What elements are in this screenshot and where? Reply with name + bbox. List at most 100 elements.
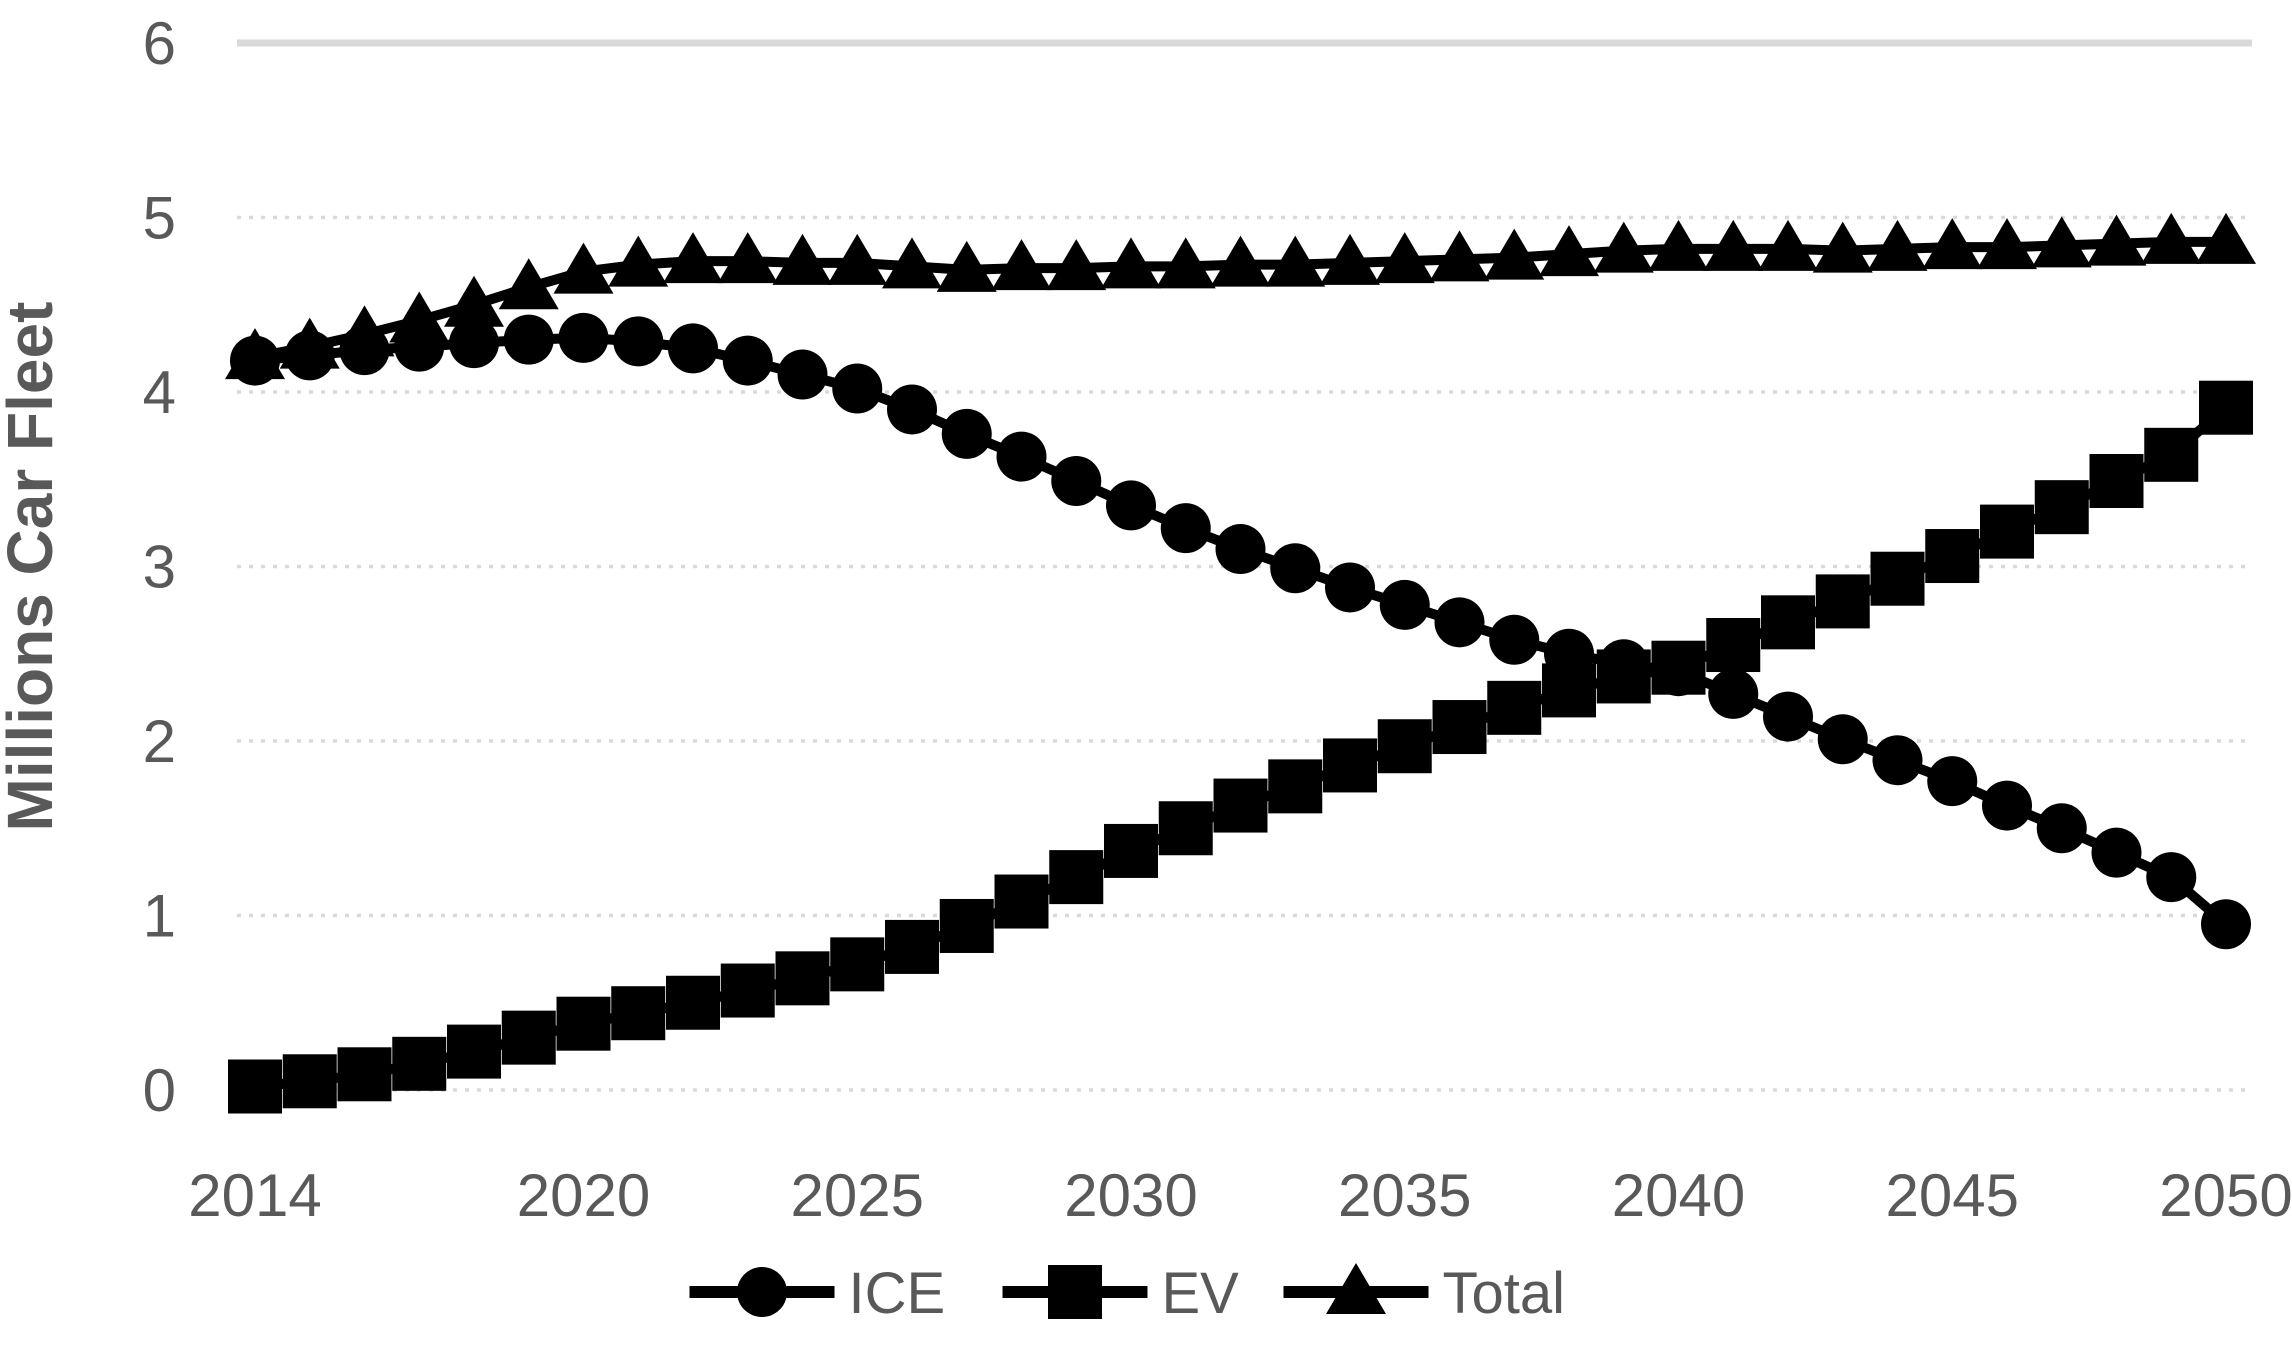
series-total (225, 212, 2256, 380)
total-triangle-marker-icon (772, 233, 833, 285)
total-triangle-marker-icon (1265, 235, 1326, 287)
y-axis-title: Millions Car Fleet (0, 302, 66, 832)
total-triangle-marker-icon (991, 239, 1052, 291)
ice-circle-marker-icon (996, 431, 1047, 482)
ev-square-marker-icon (228, 1059, 282, 1114)
total-triangle-marker-icon (882, 237, 942, 289)
total-triangle-marker-icon (225, 328, 285, 380)
ev-square-marker-icon (611, 986, 666, 1041)
total-triangle-marker-icon (553, 242, 614, 294)
legend-label: EV (1162, 1261, 1240, 1326)
ev-square-marker-icon (666, 975, 720, 1030)
ev-square-marker-icon (1815, 574, 1870, 629)
ice-circle-marker-icon (2146, 852, 2197, 903)
total-triangle-marker-icon (1812, 221, 1873, 273)
y-tick-label: 5 (143, 185, 176, 252)
ev-square-marker-icon (1432, 700, 1487, 755)
y-tick-label: 0 (143, 1057, 176, 1124)
y-axis-tick-labels: 0 1 2 3 4 5 6 (143, 10, 176, 1124)
ice-circle-marker-icon (2036, 803, 2087, 854)
legend-triangle-marker-icon (1326, 1263, 1386, 1314)
legend-square-marker-icon (1048, 1265, 1102, 1319)
ev-square-marker-icon (392, 1036, 447, 1091)
y-tick-label: 2 (143, 708, 176, 775)
ice-circle-marker-icon (1160, 503, 1211, 554)
legend-circle-marker-icon (737, 1267, 787, 1317)
series-ice-markers (230, 312, 2251, 950)
total-triangle-marker-icon (827, 233, 888, 285)
gridlines (237, 39, 2252, 1092)
ev-square-marker-icon (2089, 453, 2144, 508)
total-triangle-marker-icon (389, 291, 450, 343)
ice-circle-marker-icon (941, 408, 992, 459)
legend-label: ICE (849, 1261, 946, 1326)
ev-square-marker-icon (282, 1054, 337, 1109)
total-triangle-marker-icon (1758, 219, 1818, 271)
ev-square-marker-icon (1377, 719, 1432, 774)
ev-square-marker-icon (1980, 504, 2034, 559)
total-triangle-marker-icon (1320, 233, 1380, 285)
x-axis-tick-labels: 2014 2020 2025 2030 2035 2040 2045 2050 (188, 1162, 2292, 1229)
ev-square-marker-icon (1651, 640, 1706, 695)
ev-square-marker-icon (556, 996, 611, 1051)
total-triangle-marker-icon (498, 258, 559, 310)
total-triangle-marker-icon (1101, 237, 1161, 289)
total-triangle-marker-icon (1867, 219, 1928, 271)
ev-square-marker-icon (885, 919, 939, 974)
ice-circle-marker-icon (1106, 480, 1156, 531)
y-tick-label: 3 (143, 534, 176, 601)
ev-square-marker-icon (1213, 778, 1268, 833)
x-tick-label: 2020 (517, 1162, 650, 1229)
series-total-markers (225, 212, 2256, 380)
ev-square-marker-icon (447, 1024, 501, 1079)
ice-circle-marker-icon (558, 312, 609, 363)
x-tick-label: 2045 (1886, 1162, 2019, 1229)
ice-circle-marker-icon (887, 384, 937, 435)
ev-square-marker-icon (2199, 380, 2253, 435)
ev-square-marker-icon (2034, 480, 2089, 535)
total-triangle-marker-icon (334, 305, 395, 357)
total-triangle-marker-icon (1429, 230, 1490, 282)
total-triangle-marker-icon (1155, 237, 1216, 289)
ev-square-marker-icon (1761, 595, 1815, 650)
x-tick-label: 2014 (188, 1162, 321, 1229)
ice-circle-marker-icon (1215, 524, 1266, 575)
total-triangle-marker-icon (279, 317, 340, 369)
total-triangle-marker-icon (2086, 214, 2147, 266)
ice-circle-marker-icon (1270, 543, 1321, 594)
total-triangle-marker-icon (608, 235, 669, 287)
ice-circle-marker-icon (1817, 714, 1868, 765)
ev-square-marker-icon (1706, 618, 1761, 673)
ice-circle-marker-icon (503, 314, 554, 365)
ev-square-marker-icon (337, 1047, 392, 1102)
ice-circle-marker-icon (1489, 614, 1540, 665)
x-tick-label: 2030 (1064, 1162, 1197, 1229)
legend-label: Total (1443, 1261, 1566, 1326)
series-ev (228, 380, 2253, 1114)
ev-square-marker-icon (1104, 823, 1158, 878)
ev-square-marker-icon (1323, 738, 1377, 793)
ev-square-marker-icon (2144, 427, 2199, 482)
total-triangle-marker-icon (1539, 225, 1599, 277)
ev-square-marker-icon (1268, 759, 1323, 814)
ice-circle-marker-icon (777, 349, 828, 400)
total-triangle-marker-icon (1922, 218, 1983, 270)
total-triangle-marker-icon (936, 240, 997, 292)
ice-circle-marker-icon (1379, 579, 1430, 630)
total-triangle-marker-icon (663, 232, 723, 284)
ice-circle-marker-icon (722, 335, 773, 386)
x-tick-label: 2035 (1338, 1162, 1471, 1229)
ice-circle-marker-icon (1763, 691, 1813, 742)
ev-square-marker-icon (1158, 801, 1213, 856)
total-triangle-marker-icon (1977, 218, 2037, 270)
series-ice (230, 312, 2251, 950)
ice-circle-marker-icon (1325, 562, 1375, 613)
x-tick-label: 2040 (1612, 1162, 1745, 1229)
ice-circle-marker-icon (832, 363, 883, 414)
y-tick-label: 4 (143, 359, 176, 426)
ev-square-marker-icon (501, 1010, 556, 1065)
total-triangle-marker-icon (1703, 219, 1764, 271)
total-triangle-marker-icon (1484, 228, 1545, 280)
total-triangle-marker-icon (1648, 219, 1709, 271)
total-triangle-marker-icon (1210, 235, 1271, 287)
